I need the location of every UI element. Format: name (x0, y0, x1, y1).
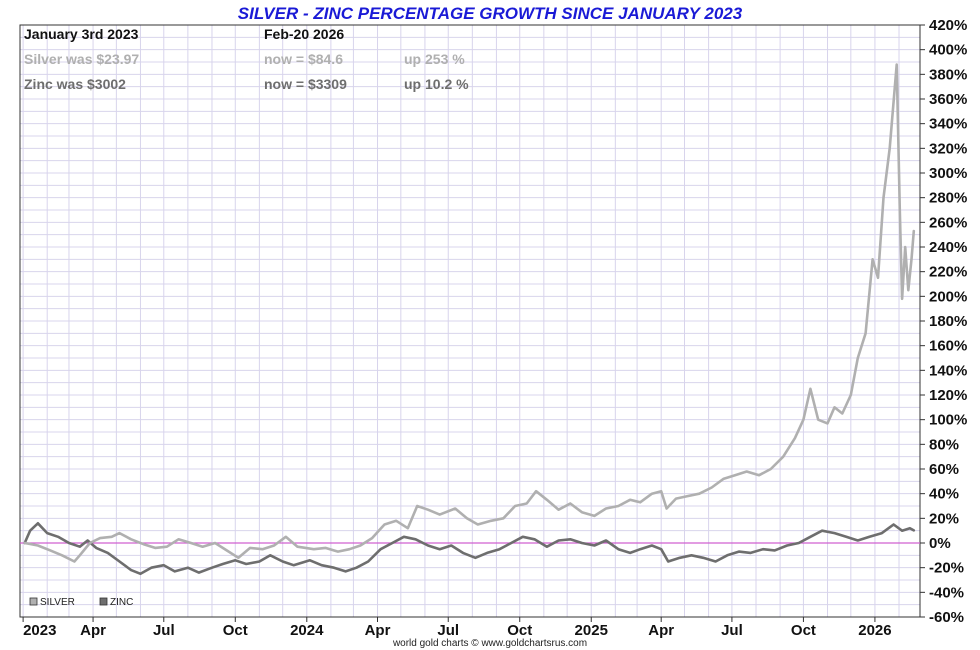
x-tick-label: Jul (721, 622, 743, 639)
y-tick-label: -60% (929, 609, 964, 626)
y-tick-label: 360% (929, 91, 967, 108)
series-line-silver (23, 63, 916, 563)
y-tick-label: 280% (929, 190, 967, 207)
y-tick-label: 260% (929, 214, 967, 231)
header-zinc-change: up 10.2 % (404, 76, 469, 92)
source-credit: world gold charts © www.goldchartsrus.co… (392, 638, 587, 649)
header-silver-was: Silver was $23.97 (24, 51, 139, 67)
y-tick-label: 40% (929, 486, 959, 503)
y-tick-label: -20% (929, 560, 964, 577)
y-tick-label: 380% (929, 66, 967, 83)
x-tick-label: 2023 (23, 622, 56, 639)
y-tick-label: 180% (929, 313, 967, 330)
series-line-zinc (23, 521, 916, 576)
y-tick-label: 320% (929, 140, 967, 157)
header-silver-change: up 253 % (404, 51, 465, 67)
y-axis-ticks: 420% 400% 380% 360% 340% 320% 300% 280% 260% 240%… (920, 17, 967, 626)
y-tick-label: 300% (929, 165, 967, 182)
series-layer (23, 63, 916, 576)
x-tick-label: Oct (223, 622, 248, 639)
header-zinc-now: now = $3309 (264, 76, 347, 92)
x-tick-label: Jul (437, 622, 459, 639)
y-tick-label: 100% (929, 412, 967, 429)
x-tick-label: Apr (80, 622, 106, 639)
y-tick-label: 0% (929, 535, 951, 552)
y-tick-label: 420% (929, 17, 967, 34)
x-tick-label: Apr (365, 622, 391, 639)
y-tick-label: -40% (929, 584, 964, 601)
header-start-date: January 3rd 2023 (24, 26, 139, 42)
y-tick-label: 20% (929, 510, 959, 527)
y-tick-label: 80% (929, 436, 959, 453)
chart-title: SILVER - ZINC PERCENTAGE GROWTH SINCE JA… (238, 4, 743, 23)
chart-grid (20, 24, 920, 618)
y-tick-label: 160% (929, 338, 967, 355)
y-tick-label: 240% (929, 239, 967, 256)
legend: SILVER ZINC (29, 597, 133, 608)
header-zinc-was: Zinc was $3002 (24, 76, 126, 92)
header-silver-now: now = $84.6 (264, 51, 343, 67)
legend-label-zinc: ZINC (110, 597, 133, 608)
x-tick-label: Apr (648, 622, 674, 639)
y-tick-label: 400% (929, 42, 967, 59)
x-tick-label: 2024 (290, 622, 324, 639)
legend-swatch-zinc (99, 597, 108, 606)
x-axis-ticks: 2023 Apr Jul Oct 2024 Apr Jul Oct 2025 Apr Jul Oct 2… (22, 617, 892, 639)
x-tick-label: 2026 (858, 622, 891, 639)
y-tick-label: 340% (929, 116, 967, 133)
x-tick-label: Jul (153, 622, 175, 639)
header-end-date: Feb-20 2026 (264, 26, 344, 42)
legend-swatch-silver (29, 597, 38, 606)
chart-header: January 3rd 2023 Feb-20 2026 Silver was $2… (24, 26, 469, 92)
legend-label-silver: SILVER (40, 597, 75, 608)
y-tick-label: 140% (929, 362, 967, 379)
x-tick-label: Oct (791, 622, 816, 639)
x-tick-label: Oct (507, 622, 532, 639)
x-tick-label: 2025 (575, 622, 608, 639)
y-tick-label: 60% (929, 461, 959, 478)
y-tick-label: 220% (929, 264, 967, 281)
y-tick-label: 200% (929, 288, 967, 305)
y-tick-label: 120% (929, 387, 967, 404)
